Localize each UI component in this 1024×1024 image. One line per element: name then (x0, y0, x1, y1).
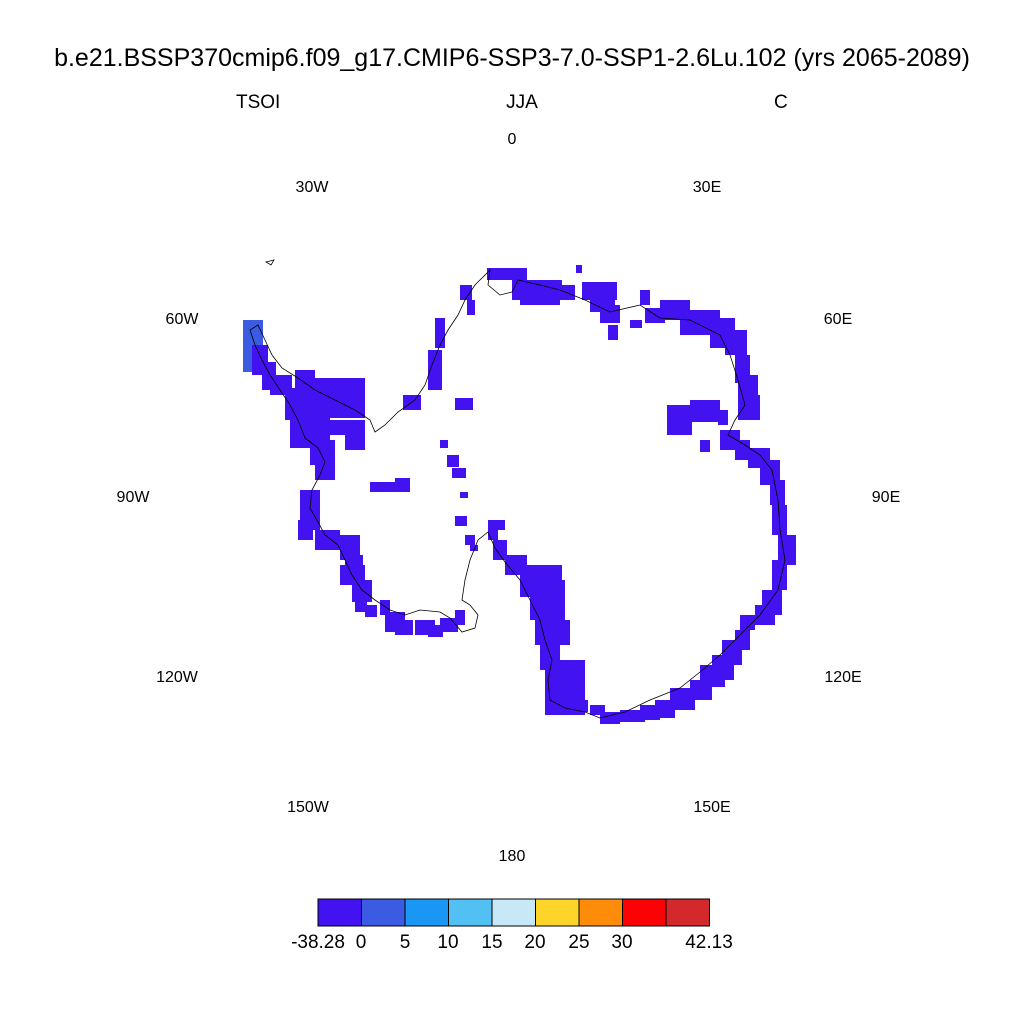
colorbar-label: 5 (399, 932, 411, 953)
field-cell (582, 282, 617, 300)
colorbar-box (535, 898, 580, 927)
field-cell (555, 285, 575, 300)
antarctica-coastline (249, 268, 786, 719)
field-cell (395, 620, 413, 635)
field-cell (576, 265, 582, 273)
longitude-label: 30W (295, 179, 329, 196)
field-cell (493, 540, 507, 560)
longitude-label: 0 (507, 131, 517, 148)
field-cell (455, 516, 467, 526)
colorbar-box (317, 898, 362, 927)
field-cell (315, 530, 340, 550)
longitude-label: 90W (116, 489, 150, 506)
field-cell (600, 305, 620, 323)
field-cell (522, 565, 562, 595)
field-cell (428, 350, 442, 390)
field-cell (355, 600, 367, 612)
colorbar-box (361, 898, 406, 927)
plot-title: b.e21.BSSP370cmip6.f09_g17.CMIP6-SSP3-7.… (54, 44, 970, 72)
field-cell (770, 480, 785, 505)
field-cell (470, 545, 478, 551)
field-cell (365, 605, 377, 617)
longitude-label: 180 (498, 848, 526, 865)
longitude-label: 90E (871, 489, 901, 506)
colorbar-box (491, 898, 536, 927)
colorbar-label: 15 (481, 932, 503, 953)
field-cell (452, 468, 466, 478)
field-cell (440, 440, 448, 448)
field-cell (772, 560, 787, 590)
field-cell (460, 285, 472, 300)
field-cell (670, 688, 695, 710)
colorbar-label: 42.13 (685, 932, 733, 953)
field-cell (735, 440, 750, 460)
field-cell (520, 295, 560, 305)
field-cell (488, 520, 498, 540)
field-cell (700, 440, 710, 452)
field-cell (455, 398, 473, 410)
field-cell (778, 535, 796, 565)
field-cell (740, 615, 755, 630)
colorbar-label: 0 (355, 932, 367, 953)
colorbar-label: -38.28 (291, 932, 345, 953)
field-cell (340, 535, 360, 560)
colorbar-box (448, 898, 493, 927)
field-cell (465, 535, 475, 545)
longitude-label: 60E (823, 311, 853, 328)
colorbar-label: 25 (568, 932, 590, 953)
colorbar-box (578, 898, 623, 927)
field-cell (325, 420, 365, 435)
longitude-label: 120E (824, 669, 862, 686)
field-cell (620, 710, 645, 722)
field-cell (298, 520, 313, 540)
field-cell (447, 455, 459, 467)
field-cell (755, 605, 775, 625)
colorbar-box (622, 898, 667, 927)
field-cell (495, 520, 505, 530)
field-cell (285, 400, 315, 420)
longitude-label: 150E (693, 799, 731, 816)
field-cell (690, 400, 720, 422)
field-cell (395, 478, 410, 486)
field-cell (428, 625, 443, 637)
field-cell (690, 680, 712, 700)
field-cell (455, 610, 465, 625)
field-cell (738, 395, 760, 420)
field-cell (352, 580, 372, 602)
field-cell (380, 600, 390, 615)
units-label: C (774, 92, 788, 113)
field-cell (640, 290, 650, 305)
field-cell (718, 410, 728, 425)
field-cell (505, 555, 527, 575)
field-cell (590, 705, 605, 715)
longitude-label: 60W (165, 311, 199, 328)
variable-label: TSOI (236, 92, 281, 113)
field-cell (548, 690, 578, 715)
field-cell (460, 492, 468, 498)
colorbar (317, 898, 710, 927)
field-cell (487, 268, 527, 280)
field-cell (555, 620, 570, 645)
longitude-label: 150W (287, 799, 329, 816)
longitude-label: 30E (692, 179, 722, 196)
field-cell (667, 405, 692, 435)
field-cell (435, 318, 445, 348)
colorbar-box (404, 898, 449, 927)
field-cell (467, 300, 475, 315)
field-cell (608, 325, 618, 340)
season-label: JJA (506, 92, 538, 113)
colorbar-label: 30 (611, 932, 633, 953)
field-cell (370, 482, 410, 492)
field-cells (243, 265, 796, 724)
field-cell (760, 460, 780, 485)
field-cell (725, 330, 747, 355)
colorbar-box (665, 898, 710, 927)
field-cell (630, 320, 642, 328)
longitude-label: 120W (156, 669, 198, 686)
colorbar-label: 20 (524, 932, 546, 953)
island-outline (264, 259, 275, 266)
colorbar-label: 10 (437, 932, 459, 953)
